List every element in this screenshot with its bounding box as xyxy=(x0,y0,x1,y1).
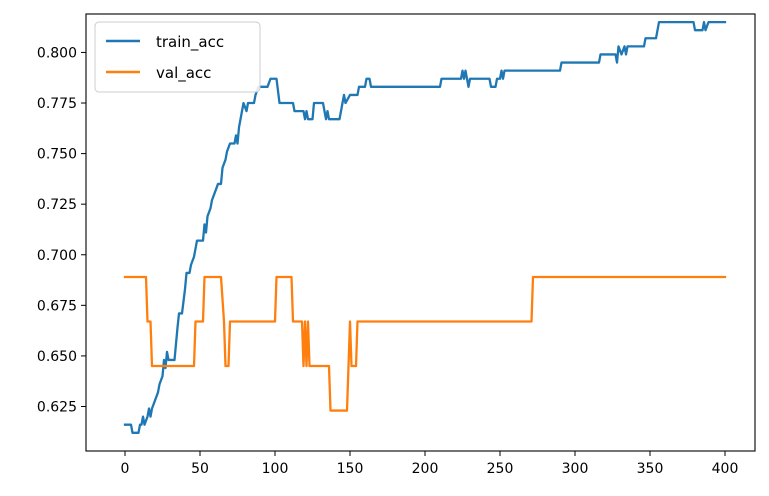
x-tick-label: 0 xyxy=(121,461,130,477)
x-tick-label: 100 xyxy=(262,461,289,477)
y-tick-label: 0.750 xyxy=(37,147,77,163)
y-tick-label: 0.700 xyxy=(37,248,77,264)
legend-box xyxy=(94,21,261,93)
x-tick-label: 300 xyxy=(562,461,589,477)
x-tick-label: 250 xyxy=(487,461,514,477)
y-tick-label: 0.625 xyxy=(37,399,77,415)
x-tick-label: 150 xyxy=(337,461,364,477)
plot-frame xyxy=(85,13,756,452)
y-tick-label: 0.725 xyxy=(37,197,77,213)
series-layer xyxy=(123,20,727,434)
x-tick-label: 350 xyxy=(637,461,664,477)
y-tick-label: 0.775 xyxy=(37,96,77,112)
x-axis: 0 50 100 150 200 250 300 350 400 xyxy=(121,451,739,477)
series-line-val-acc xyxy=(123,275,727,412)
y-tick-label: 0.675 xyxy=(37,298,77,314)
y-tick-label: 0.650 xyxy=(37,349,77,365)
y-axis: 0.625 0.650 0.675 0.700 0.725 0.750 0.775 0.800 xyxy=(37,45,86,415)
legend-label-val-acc: val_acc xyxy=(156,64,211,83)
x-tick-label: 400 xyxy=(712,461,739,477)
legend: train_acc val_acc xyxy=(94,21,261,93)
x-tick-label: 50 xyxy=(191,461,209,477)
legend-label-train-acc: train_acc xyxy=(156,33,224,52)
x-tick-label: 200 xyxy=(412,461,439,477)
y-tick-label: 0.800 xyxy=(37,45,77,61)
series-line-train-acc xyxy=(123,20,727,434)
